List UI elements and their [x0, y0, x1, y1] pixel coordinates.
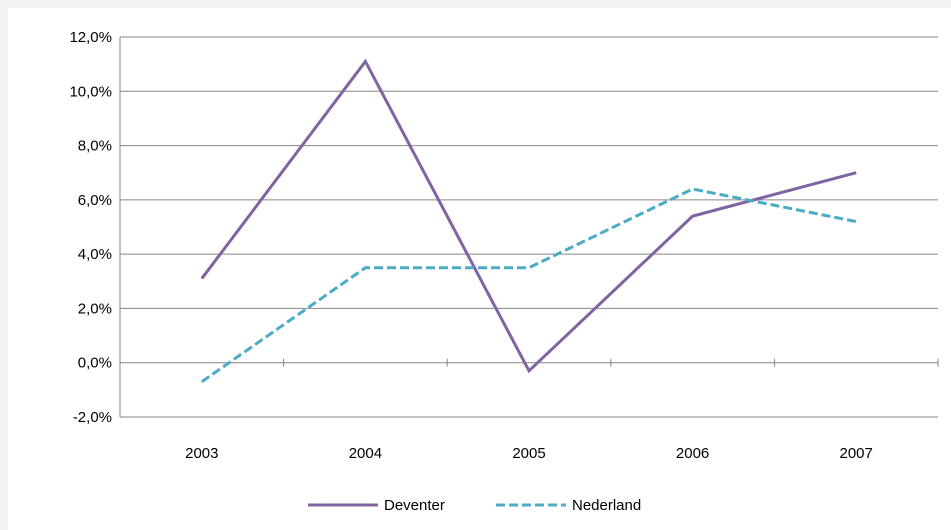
gridlines [120, 37, 938, 417]
series-line-deventer [202, 61, 856, 370]
y-tick-label: 2,0% [78, 300, 112, 317]
x-tick-label: 2004 [349, 445, 382, 462]
y-tick-label: 8,0% [78, 138, 112, 155]
axes [120, 37, 938, 417]
y-tick-labels: -2,0% 0,0% 2,0% 4,0% 6,0% 8,0% 10,0% 12,0% [69, 29, 112, 426]
legend-label-nederland: Nederland [572, 497, 641, 514]
series-lines [202, 61, 856, 381]
x-tick-labels: 2003 2004 2005 2006 2007 [185, 445, 873, 462]
x-tick-label: 2007 [840, 445, 873, 462]
y-tick-label: -2,0% [73, 409, 112, 426]
y-tick-label: 10,0% [69, 83, 112, 100]
y-tick-label: 4,0% [78, 246, 112, 263]
y-tick-label: 0,0% [78, 355, 112, 372]
y-tick-label: 12,0% [69, 29, 112, 46]
x-tick-label: 2003 [185, 445, 218, 462]
legend-label-deventer: Deventer [384, 497, 445, 514]
x-tick-label: 2005 [512, 445, 545, 462]
legend: Deventer Nederland [308, 497, 641, 514]
line-chart: -2,0% 0,0% 2,0% 4,0% 6,0% 8,0% 10,0% 12,0% 2003… [8, 8, 951, 530]
chart-area: -2,0% 0,0% 2,0% 4,0% 6,0% 8,0% 10,0% 12,0% 2003… [8, 8, 951, 530]
series-line-nederland [202, 189, 856, 382]
x-tick-label: 2006 [676, 445, 709, 462]
y-tick-label: 6,0% [78, 192, 112, 209]
